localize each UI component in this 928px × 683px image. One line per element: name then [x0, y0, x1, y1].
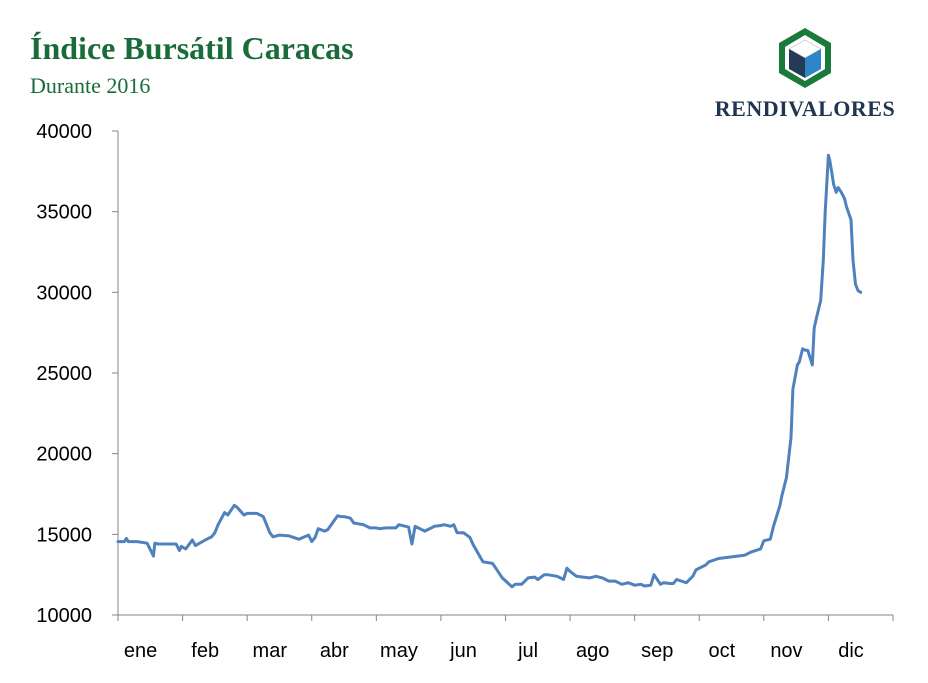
x-tick-label: ago: [576, 640, 609, 662]
x-tick-label: nov: [770, 640, 802, 662]
x-tick-label: ene: [124, 640, 157, 662]
y-tick-label: 20000: [36, 444, 92, 466]
y-tick-label: 15000: [36, 524, 92, 546]
chart-subtitle: Durante 2016: [30, 73, 151, 98]
chart-axes: [117, 131, 893, 616]
chart-title: Índice Bursátil Caracas: [30, 30, 354, 66]
logo-text: RENDIVALORES: [714, 96, 896, 121]
y-axis-ticks: 10000 15000 20000 25000 30000 35000 40000: [36, 121, 118, 627]
x-tick-label: may: [380, 640, 418, 662]
y-tick-label: 10000: [36, 605, 92, 627]
y-tick-label: 40000: [36, 121, 92, 143]
y-tick-label: 25000: [36, 363, 92, 385]
x-tick-label: feb: [191, 640, 219, 662]
x-tick-label: jun: [449, 640, 477, 662]
x-tick-label: oct: [709, 640, 736, 662]
x-tick-label: abr: [320, 640, 349, 662]
x-axis-ticks: ene feb mar abr may jun jul ago sep oct nov dic: [117, 615, 894, 662]
rendivalores-logo: RENDIVALORES: [700, 26, 910, 126]
x-tick-label: dic: [838, 640, 864, 662]
x-tick-label: jul: [517, 640, 538, 662]
x-tick-label: mar: [253, 640, 288, 662]
x-tick-label: sep: [641, 640, 673, 662]
y-tick-label: 30000: [36, 282, 92, 304]
series-line: [116, 153, 863, 589]
cube-logo-icon: [779, 28, 831, 88]
y-tick-label: 35000: [36, 202, 92, 224]
